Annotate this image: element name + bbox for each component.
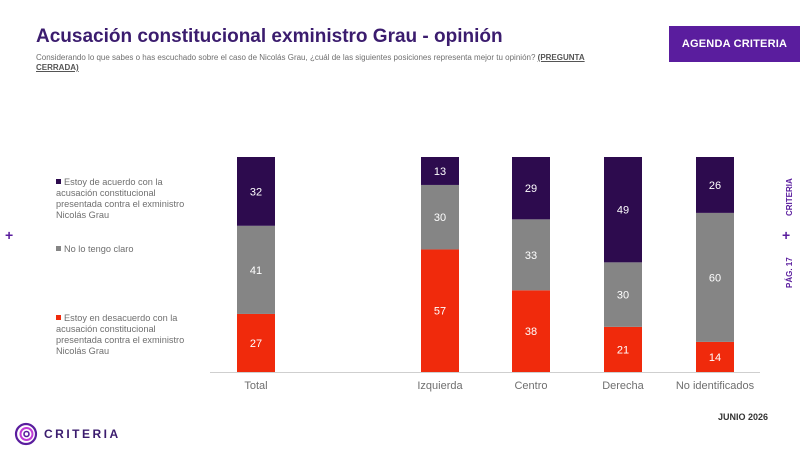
agenda-badge: AGENDA CRITERIA bbox=[669, 26, 800, 62]
bar-disagree-1 bbox=[421, 249, 459, 372]
bar-agree-3 bbox=[604, 157, 642, 263]
bar-disagree-0 bbox=[237, 313, 275, 372]
bar-disagree-3 bbox=[604, 326, 642, 372]
data-label-disagree-4: 14 bbox=[709, 352, 721, 364]
category-label-3: Derecha bbox=[602, 380, 644, 392]
category-label-1: Izquierda bbox=[417, 380, 463, 392]
plus-icon-right: + bbox=[782, 227, 791, 243]
legend-swatch-agree bbox=[56, 179, 61, 184]
plus-icon-left: + bbox=[5, 227, 14, 243]
bar-agree-4 bbox=[696, 157, 734, 213]
legend-item-disagree: Estoy en desacuerdo con la acusación con… bbox=[56, 313, 196, 357]
logo-text: CRITERIA bbox=[44, 427, 121, 441]
category-label-2: Centro bbox=[514, 380, 547, 392]
page-title: Acusación constitucional exministro Grau… bbox=[36, 26, 503, 47]
bar-agree-2 bbox=[512, 157, 550, 220]
data-label-agree-2: 29 bbox=[525, 183, 537, 195]
data-label-disagree-1: 57 bbox=[434, 306, 446, 318]
data-label-unclear-2: 33 bbox=[525, 250, 537, 262]
category-label-0: Total bbox=[244, 380, 267, 392]
data-label-disagree-0: 27 bbox=[250, 338, 262, 350]
legend-label-unclear: No lo tengo claro bbox=[64, 244, 134, 254]
bar-unclear-0 bbox=[237, 225, 275, 314]
category-label-4: No identificados bbox=[676, 380, 755, 392]
data-label-agree-3: 49 bbox=[617, 205, 629, 217]
legend-label-disagree: Estoy en desacuerdo con la acusación con… bbox=[56, 313, 185, 356]
bar-agree-0 bbox=[237, 157, 275, 226]
bar-unclear-3 bbox=[604, 262, 642, 327]
legend-item-agree: Estoy de acuerdo con la acusación consti… bbox=[56, 177, 196, 221]
data-label-agree-1: 13 bbox=[434, 166, 446, 178]
data-label-unclear-3: 30 bbox=[617, 290, 629, 302]
bar-unclear-2 bbox=[512, 219, 550, 291]
data-label-disagree-2: 38 bbox=[525, 326, 537, 338]
question-subtitle: Considerando lo que sabes o has escuchad… bbox=[36, 53, 596, 73]
data-label-unclear-1: 30 bbox=[434, 212, 446, 224]
criteria-logo-icon bbox=[14, 422, 38, 446]
data-label-disagree-3: 21 bbox=[617, 344, 629, 356]
bar-disagree-2 bbox=[512, 290, 550, 372]
question-text: Considerando lo que sabes o has escuchad… bbox=[36, 53, 536, 62]
legend-swatch-unclear bbox=[56, 246, 61, 251]
data-label-unclear-4: 60 bbox=[709, 272, 721, 284]
bar-disagree-4 bbox=[696, 341, 734, 372]
legend-item-unclear: No lo tengo claro bbox=[56, 244, 196, 255]
data-label-unclear-0: 41 bbox=[250, 265, 262, 277]
data-label-agree-4: 26 bbox=[709, 180, 721, 192]
legend-label-agree: Estoy de acuerdo con la acusación consti… bbox=[56, 177, 185, 220]
criteria-logo: CRITERIA bbox=[14, 422, 121, 446]
bar-unclear-1 bbox=[421, 184, 459, 250]
bar-agree-1 bbox=[421, 157, 459, 185]
question-type-tag: (PREGUNTA CERRADA) bbox=[36, 53, 585, 72]
page-number: PÁG. 17 bbox=[785, 257, 794, 288]
data-label-agree-0: 32 bbox=[250, 186, 262, 198]
legend-swatch-disagree bbox=[56, 315, 61, 320]
side-brand-label: CRITERIA bbox=[785, 178, 794, 216]
report-date: JUNIO 2026 bbox=[718, 412, 769, 422]
bar-unclear-4 bbox=[696, 212, 734, 342]
